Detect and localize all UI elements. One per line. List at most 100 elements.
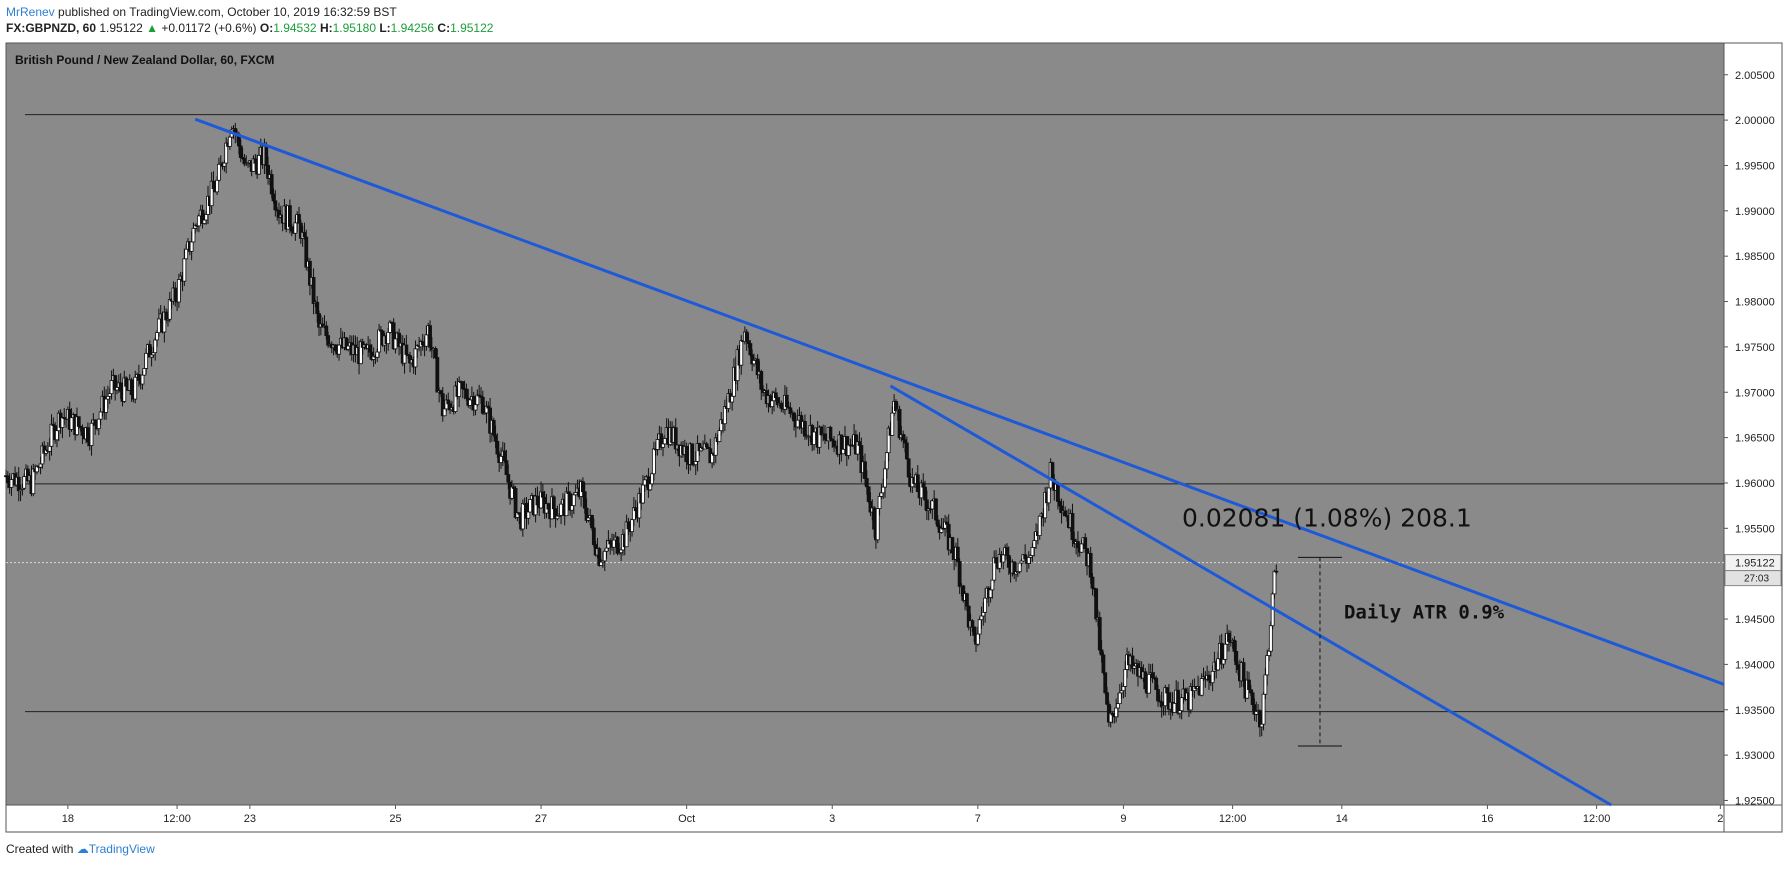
candle-body xyxy=(559,503,563,516)
low-value: 1.94256 xyxy=(390,21,435,35)
candle-body xyxy=(641,484,645,504)
candle-body xyxy=(202,219,207,224)
y-tick-label: 1.93500 xyxy=(1735,705,1775,717)
candle-body xyxy=(1001,554,1006,563)
candle-body xyxy=(1176,689,1180,714)
candle-body xyxy=(630,519,634,533)
candle-body xyxy=(884,452,889,470)
candle-body xyxy=(828,426,833,440)
candle-body xyxy=(611,539,616,548)
candle-body xyxy=(1210,670,1215,684)
x-tick-label: 12:00 xyxy=(163,813,191,825)
x-tick-label: 16 xyxy=(1481,813,1493,825)
candle-body xyxy=(972,626,977,636)
candle-body xyxy=(315,301,320,314)
candle-body xyxy=(1046,487,1051,504)
candle-body xyxy=(957,561,962,587)
candle-body xyxy=(435,357,440,393)
candle-body xyxy=(526,511,531,519)
candle-body xyxy=(442,408,447,417)
candle-body xyxy=(1272,570,1277,595)
y-tick-label: 1.99500 xyxy=(1735,160,1775,172)
candle-body xyxy=(289,226,294,232)
candle-body xyxy=(85,427,90,443)
candle-body xyxy=(875,508,880,541)
candle-body xyxy=(156,318,161,333)
candle-body xyxy=(704,443,709,448)
candle-body xyxy=(608,540,613,545)
open-value: 1.94532 xyxy=(273,21,317,35)
candle-body xyxy=(118,382,123,392)
candle-body xyxy=(582,491,587,509)
candle-body xyxy=(89,422,94,446)
high-value: 1.95180 xyxy=(332,21,376,35)
candle-body xyxy=(935,519,940,527)
candle-body xyxy=(106,395,110,400)
candle-body xyxy=(923,486,927,501)
candle-body xyxy=(1232,639,1237,652)
candle-body xyxy=(142,368,147,376)
candle-body xyxy=(1030,547,1035,556)
candle-body xyxy=(55,430,59,441)
x-tick-label: 2 xyxy=(1717,813,1723,825)
candle-body xyxy=(890,412,895,436)
candle-body xyxy=(60,417,65,428)
candle-body xyxy=(642,479,647,486)
x-tick-label: Oct xyxy=(678,813,695,825)
candle-body xyxy=(748,343,753,356)
candle-body xyxy=(197,215,201,227)
candle-body xyxy=(1150,672,1155,678)
candle-body xyxy=(217,163,221,181)
y-tick-label: 1.98500 xyxy=(1735,251,1775,263)
candle-body xyxy=(602,550,607,562)
candle-body xyxy=(293,222,298,234)
candle-body xyxy=(222,162,227,167)
tradingview-logo-icon[interactable]: ☁ xyxy=(76,842,89,856)
tradingview-link[interactable]: TradingView xyxy=(88,842,155,856)
candle-body xyxy=(457,381,462,397)
chart-pane[interactable] xyxy=(6,43,1724,805)
candle-body xyxy=(1261,693,1266,725)
candle-body xyxy=(506,474,511,483)
price-axis[interactable] xyxy=(1723,42,1783,806)
candle-body xyxy=(877,496,882,509)
candle-body xyxy=(491,419,496,436)
candle-body xyxy=(1207,674,1211,681)
candle-body xyxy=(690,443,695,465)
candle-body xyxy=(872,507,876,530)
x-tick-label: 25 xyxy=(389,813,401,825)
candle-body xyxy=(988,589,993,598)
bar-countdown: 27:03 xyxy=(1744,574,1769,585)
candle-body xyxy=(752,360,756,365)
candle-body xyxy=(744,331,749,342)
author-link[interactable]: MrRenev xyxy=(6,5,55,19)
candle-body xyxy=(1265,655,1270,676)
candle-body xyxy=(1094,588,1099,620)
candle-body xyxy=(591,527,596,546)
candle-body xyxy=(1227,632,1231,642)
candle-body xyxy=(970,620,975,628)
high-label: H: xyxy=(319,21,333,35)
candle-body xyxy=(1105,692,1109,705)
candle-body xyxy=(950,537,955,554)
y-tick-label: 2.00000 xyxy=(1735,115,1775,127)
x-tick-label: 3 xyxy=(829,813,835,825)
candle-body xyxy=(468,399,472,406)
candle-body xyxy=(504,460,509,475)
candle-body xyxy=(93,419,98,426)
candle-body xyxy=(502,450,507,462)
candle-body xyxy=(368,344,372,353)
candle-body xyxy=(386,331,391,345)
x-tick-label: 12:00 xyxy=(1219,813,1247,825)
candle-body xyxy=(1156,689,1160,702)
time-axis[interactable] xyxy=(5,804,1725,833)
candle-body xyxy=(921,482,926,488)
candle-body xyxy=(1050,462,1055,481)
y-tick-label: 2.00500 xyxy=(1735,70,1775,82)
candle-body xyxy=(930,500,935,510)
candle-body xyxy=(109,380,114,395)
atr-annotation: Daily ATR 0.9% xyxy=(1344,601,1505,623)
candle-body xyxy=(495,440,500,455)
candle-body xyxy=(1165,687,1170,694)
